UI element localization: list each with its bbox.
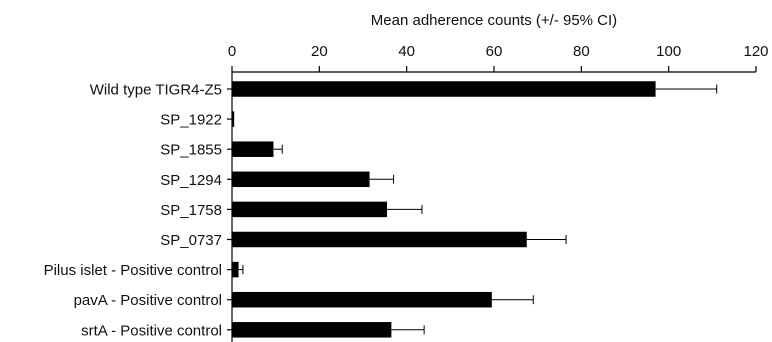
x-tick-label: 60 [486,43,503,60]
x-axis-ticks: 0 20 40 60 80 100 120 [228,43,769,72]
category-labels: Wild type TIGR4-Z5 SP_1922 SP_1855 SP_1294 S… [44,82,232,339]
x-tick-label: 100 [656,43,681,60]
x-tick-label: 120 [743,43,768,60]
x-tick-label: 0 [228,43,236,60]
x-axis-title: Mean adherence counts (+/- 95% CI) [371,12,617,29]
bar [232,171,370,188]
category-label: SP_1758 [160,202,222,219]
category-label: Pilus islet - Positive control [44,262,222,279]
bar [232,322,392,338]
bar [232,111,235,127]
x-tick-label: 20 [311,43,328,60]
category-label: pavA - Positive control [74,292,222,309]
category-label: SP_1855 [160,142,222,159]
category-label: Wild type TIGR4-Z5 [90,82,222,99]
category-label: SP_1922 [160,112,222,129]
bars-group [232,81,718,338]
x-tick-label: 40 [398,43,415,60]
category-label: SP_0737 [160,232,222,249]
bar [232,261,239,278]
bar [232,231,527,248]
x-tick-label: 80 [573,43,590,60]
bar [232,291,492,308]
bar [232,141,274,157]
bar [232,201,388,218]
category-label: srtA - Positive control [81,322,222,339]
bar [232,81,656,97]
category-label: SP_1294 [160,172,222,189]
